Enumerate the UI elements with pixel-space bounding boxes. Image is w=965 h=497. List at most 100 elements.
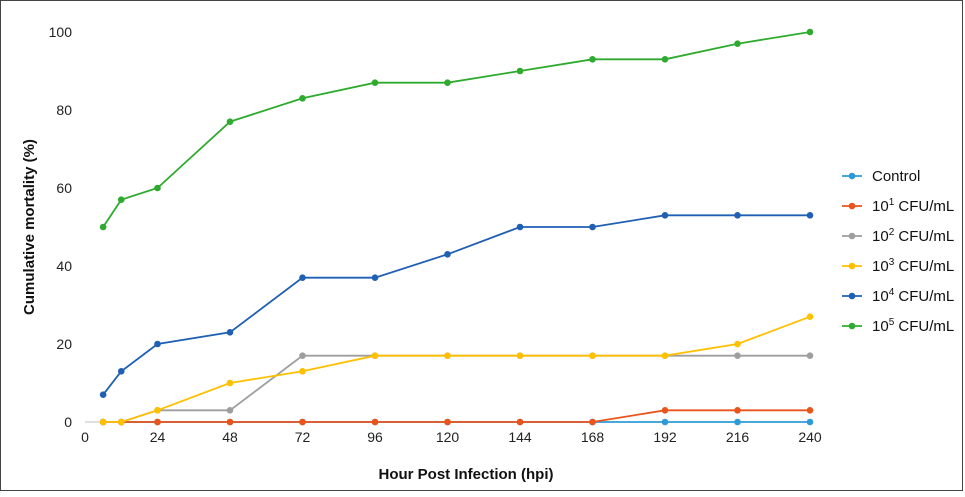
- data-point: [516, 418, 524, 426]
- y-tick-label: 60: [56, 180, 72, 196]
- data-point: [226, 407, 234, 414]
- data-point: [299, 368, 306, 375]
- data-point: [117, 368, 125, 375]
- x-tick-label: 144: [508, 429, 532, 445]
- data-point: [734, 40, 741, 47]
- series-line: [103, 354, 810, 423]
- series-2: [99, 352, 814, 426]
- data-point: [734, 407, 741, 414]
- data-point: [226, 418, 234, 426]
- data-point: [226, 118, 234, 125]
- data-point: [806, 313, 814, 321]
- legend-label: 102 CFU/mL: [872, 227, 954, 245]
- series-4: [99, 212, 814, 399]
- x-tick-label: 120: [436, 429, 460, 445]
- data-point: [806, 212, 814, 219]
- legend-item: 102 CFU/mL: [842, 227, 954, 245]
- legend-label: Control: [872, 168, 920, 185]
- data-point: [226, 379, 234, 387]
- data-point: [516, 352, 524, 360]
- legend-marker: [848, 172, 856, 180]
- x-tick-label: 168: [581, 429, 605, 445]
- legend-item: 103 CFU/mL: [842, 257, 954, 275]
- x-tick-label: 216: [726, 429, 750, 445]
- x-tick-label: 72: [295, 429, 311, 445]
- data-point: [154, 184, 161, 192]
- series-3: [99, 313, 814, 426]
- x-tick-label: 192: [653, 429, 677, 445]
- data-point: [154, 418, 161, 426]
- x-tick-label: 48: [222, 429, 238, 445]
- data-point: [371, 274, 379, 282]
- data-point: [806, 28, 814, 36]
- data-point: [299, 418, 306, 426]
- data-point: [661, 56, 669, 63]
- data-point: [806, 407, 814, 414]
- data-point: [117, 196, 125, 203]
- y-tick-label: 0: [64, 414, 72, 430]
- legend-marker: [848, 232, 856, 240]
- x-tick-label: 240: [798, 429, 822, 445]
- legend-label: 101 CFU/mL: [872, 197, 954, 215]
- legend-item: 105 CFU/mL: [842, 317, 954, 335]
- data-point: [589, 418, 596, 426]
- legend-marker: [848, 202, 856, 210]
- x-tick-label: 24: [150, 429, 166, 445]
- legend-marker: [848, 262, 856, 270]
- data-point: [154, 340, 161, 348]
- y-tick-label: 80: [56, 102, 72, 118]
- y-tick-label: 20: [56, 336, 72, 352]
- legend-label: 103 CFU/mL: [872, 257, 954, 275]
- data-point: [371, 79, 379, 86]
- data-point: [806, 352, 814, 360]
- data-point: [516, 223, 524, 231]
- legend-marker: [848, 322, 856, 330]
- data-point: [154, 407, 161, 414]
- x-tick-label: 96: [367, 429, 383, 445]
- series-line: [102, 214, 810, 396]
- data-point: [661, 418, 669, 426]
- data-point: [734, 212, 741, 219]
- data-point: [734, 340, 741, 348]
- series-layer: [99, 28, 814, 426]
- data-point: [806, 418, 814, 426]
- y-axis-label: Cumulative mortality (%): [21, 139, 38, 315]
- data-point: [299, 95, 306, 102]
- legend-label: 104 CFU/mL: [872, 287, 954, 305]
- data-point: [589, 56, 596, 63]
- data-point: [444, 79, 451, 86]
- data-point: [117, 418, 125, 426]
- legend-label: 105 CFU/mL: [872, 317, 954, 335]
- data-point: [226, 329, 234, 336]
- data-point: [444, 251, 451, 258]
- axes: 0 24 48 72 96 120 144 168 192 216 240 0 20 40 60 80 100: [49, 24, 822, 445]
- data-point: [734, 418, 741, 426]
- legend-marker: [848, 292, 856, 300]
- x-axis-label: Hour Post Infection (hpi): [379, 466, 554, 483]
- data-point: [99, 391, 107, 399]
- data-point: [99, 223, 107, 231]
- data-point: [444, 352, 451, 360]
- data-point: [444, 418, 451, 426]
- legend-item: 104 CFU/mL: [842, 287, 954, 305]
- data-point: [589, 352, 596, 360]
- series-line: [103, 409, 810, 423]
- series-line: [103, 315, 811, 423]
- legend: Control 101 CFU/mL 102 CFU/mL 103 CFU/mL 104…: [842, 168, 954, 335]
- data-point: [371, 418, 379, 426]
- data-point: [734, 352, 741, 360]
- data-point: [589, 223, 596, 231]
- data-point: [516, 67, 524, 75]
- data-point: [661, 407, 669, 414]
- y-tick-label: 100: [49, 24, 73, 40]
- series-line: [102, 31, 811, 228]
- data-point: [299, 352, 306, 360]
- legend-item: 101 CFU/mL: [842, 197, 954, 215]
- data-point: [371, 352, 379, 360]
- data-point: [661, 352, 669, 360]
- series-5: [99, 28, 814, 231]
- data-point: [99, 418, 107, 426]
- data-point: [661, 212, 669, 219]
